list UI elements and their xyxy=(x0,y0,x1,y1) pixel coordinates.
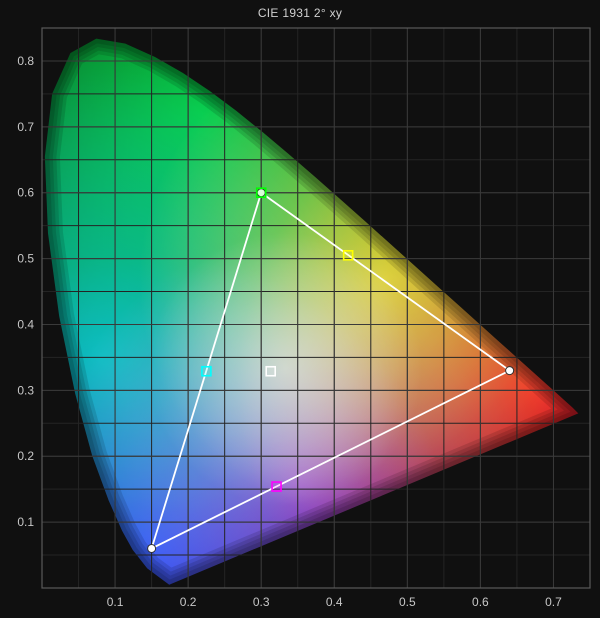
gamut-vertex-red xyxy=(506,367,514,375)
x-tick-label: 0.4 xyxy=(326,595,343,609)
cie-chromaticity-chart: CIE 1931 2° xy 0.10.20.30.40.50.60.70.10… xyxy=(0,0,600,618)
y-tick-label: 0.8 xyxy=(17,54,34,68)
chart-title: CIE 1931 2° xy xyxy=(0,6,600,20)
y-tick-label: 0.1 xyxy=(17,515,34,529)
y-tick-label: 0.4 xyxy=(17,317,34,331)
y-tick-label: 0.6 xyxy=(17,186,34,200)
x-tick-label: 0.6 xyxy=(472,595,489,609)
x-tick-label: 0.1 xyxy=(107,595,124,609)
x-tick-label: 0.2 xyxy=(180,595,197,609)
x-tick-label: 0.7 xyxy=(545,595,562,609)
white-target xyxy=(266,367,275,376)
y-tick-label: 0.2 xyxy=(17,449,34,463)
green-target xyxy=(257,188,266,197)
x-tick-label: 0.3 xyxy=(253,595,270,609)
x-tick-label: 0.5 xyxy=(399,595,416,609)
gamut-vertex-blue xyxy=(148,544,156,552)
chart-svg: 0.1 0.2 0.3 0.4 0.5 0.6 0.7 0.1 0.2 0.3 0.4 0.5 0.6 0… xyxy=(0,0,600,618)
magenta-target xyxy=(272,482,281,491)
y-tick-label: 0.7 xyxy=(17,120,34,134)
cyan-target xyxy=(202,367,211,376)
yellow-target xyxy=(344,251,353,260)
y-tick-label: 0.5 xyxy=(17,252,34,266)
y-tick-label: 0.3 xyxy=(17,383,34,397)
